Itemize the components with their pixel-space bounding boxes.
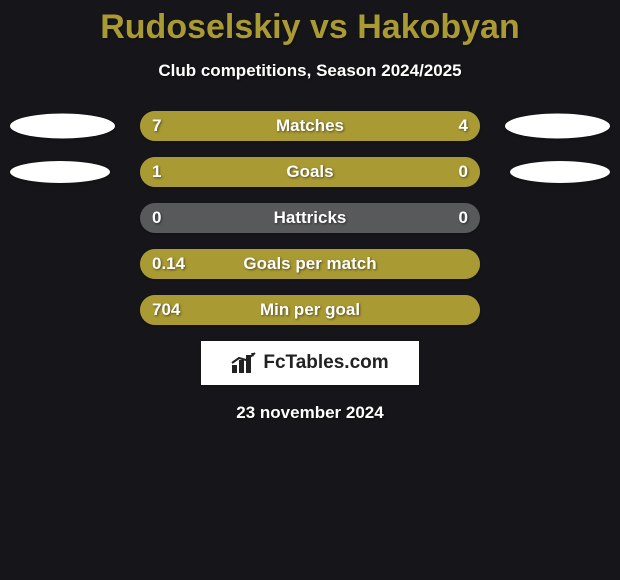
metric-label: Matches	[276, 116, 344, 136]
page-title: Rudoselskiy vs Hakobyan	[0, 8, 620, 47]
value-right: 0	[459, 162, 468, 182]
stat-row: 704 Min per goal	[0, 295, 620, 325]
metric-label: Goals per match	[243, 254, 376, 274]
bar-right	[402, 157, 480, 187]
stat-row: 0.14 Goals per match	[0, 249, 620, 279]
chart-icon	[231, 352, 257, 374]
subtitle: Club competitions, Season 2024/2025	[0, 61, 620, 81]
footer-logo[interactable]: FcTables.com	[201, 341, 419, 385]
metric-label: Goals	[286, 162, 333, 182]
stat-row: 7 4 Matches	[0, 111, 620, 141]
value-left: 1	[152, 162, 161, 182]
player-left-avatar	[10, 114, 115, 139]
player-right-avatar	[505, 114, 610, 139]
value-left: 0	[152, 208, 161, 228]
stat-row: 0 0 Hattricks	[0, 203, 620, 233]
stat-row: 1 0 Goals	[0, 157, 620, 187]
footer-logo-text: FcTables.com	[263, 352, 388, 374]
value-left: 7	[152, 116, 161, 136]
value-right: 4	[459, 116, 468, 136]
value-right: 0	[459, 208, 468, 228]
metric-label: Min per goal	[260, 300, 360, 320]
value-left: 704	[152, 300, 180, 320]
bar-left	[140, 157, 402, 187]
value-left: 0.14	[152, 254, 185, 274]
team-right-avatar	[510, 161, 610, 183]
metric-label: Hattricks	[274, 208, 347, 228]
date: 23 november 2024	[0, 403, 620, 423]
team-left-avatar	[10, 161, 110, 183]
